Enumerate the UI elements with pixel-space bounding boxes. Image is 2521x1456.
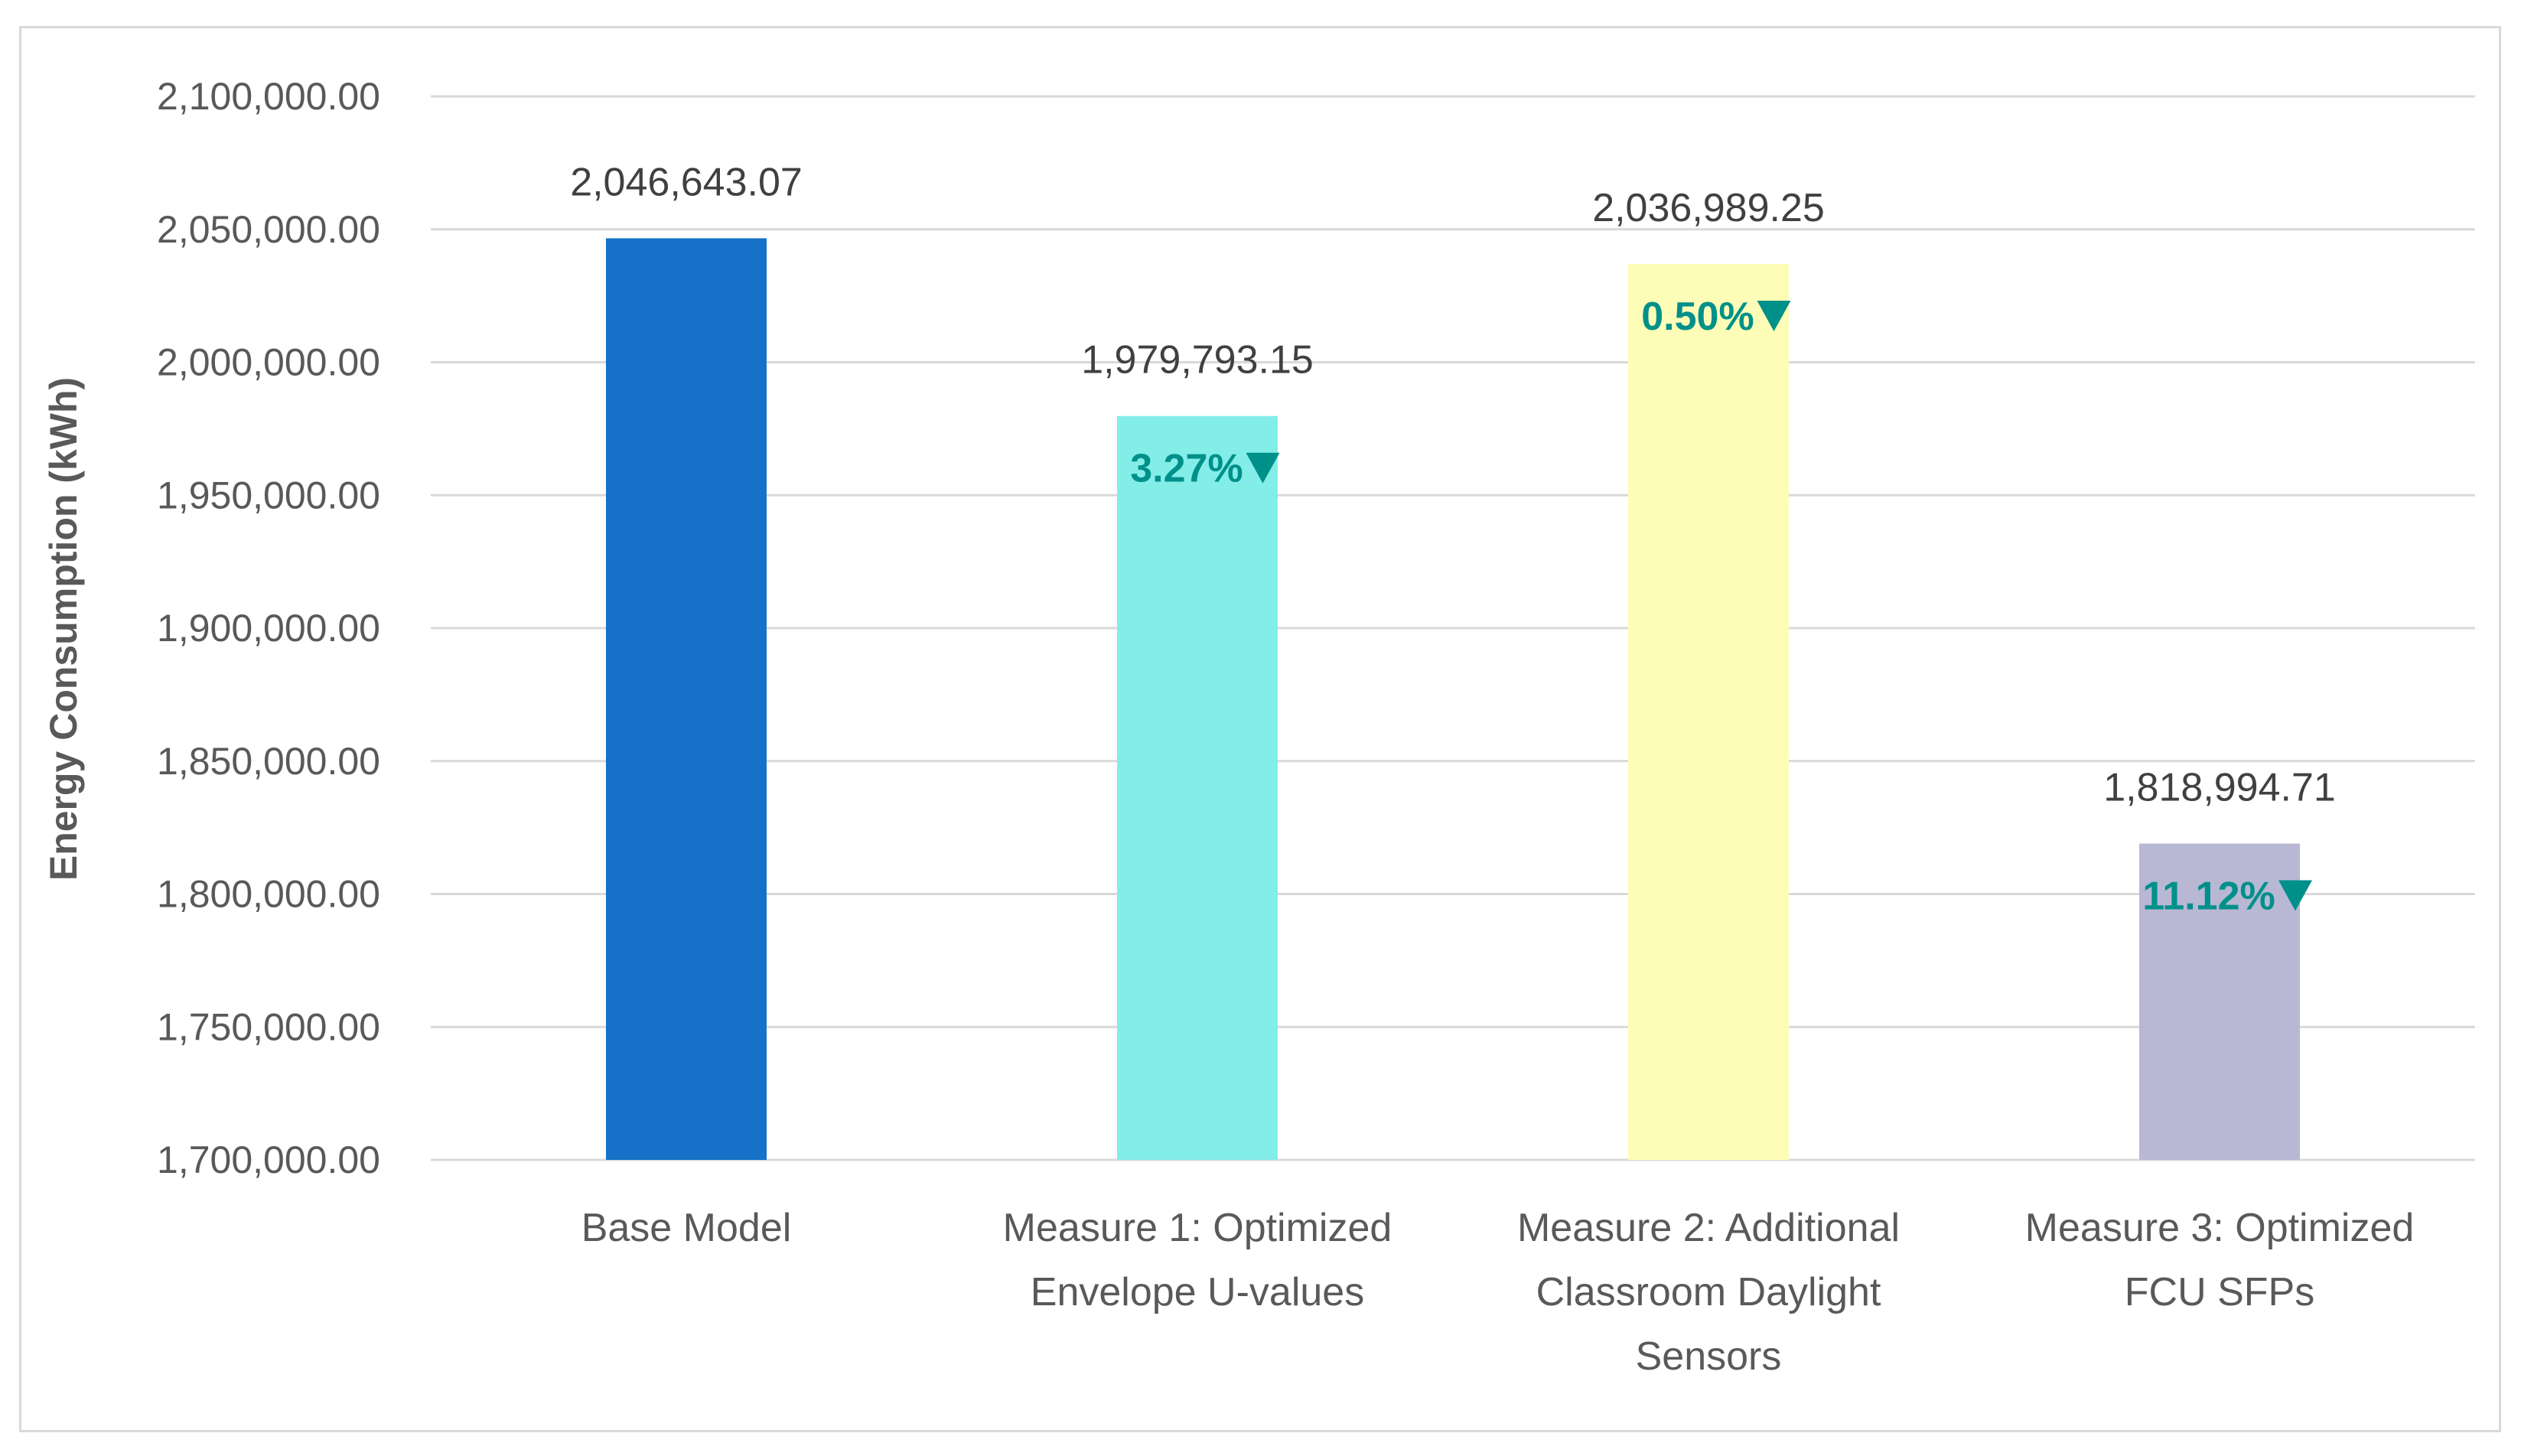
bars — [606, 238, 2300, 1161]
y-tick-label: 1,750,000.00 — [157, 1005, 380, 1048]
category-label: Sensors — [1636, 1334, 1782, 1379]
reduction-label: 11.12% — [2142, 874, 2275, 918]
down-triangle-icon — [1757, 300, 1791, 331]
category-label: Base Model — [581, 1206, 792, 1250]
bar — [1628, 263, 1789, 1160]
gridlines — [431, 95, 2475, 1161]
reduction-label: 0.50% — [1641, 295, 1754, 339]
y-tick-label: 1,700,000.00 — [157, 1138, 380, 1181]
down-triangle-icon — [1246, 452, 1280, 484]
y-axis-ticks: 1,700,000.00 1,750,000.00 1,800,000.00 1,85… — [157, 75, 380, 1181]
y-axis-title: Energy Consumption (kWh) — [42, 377, 85, 881]
down-triangle-icon — [2278, 880, 2312, 911]
value-label: 2,036,989.25 — [1592, 186, 1825, 230]
y-tick-label: 2,050,000.00 — [157, 208, 380, 251]
y-tick-label: 1,850,000.00 — [157, 740, 380, 783]
value-label: 1,979,793.15 — [1081, 338, 1314, 383]
reduction-label: 3.27% — [1130, 447, 1243, 491]
y-tick-label: 1,950,000.00 — [157, 474, 380, 516]
x-axis-categories: Base Model Measure 1: Optimized Envelope U… — [581, 1206, 2415, 1379]
category-label: Classroom Daylight — [1536, 1270, 1881, 1314]
category-label: Envelope U-values — [1031, 1270, 1364, 1314]
value-label: 1,818,994.71 — [2103, 765, 2336, 809]
category-label: Measure 3: Optimized — [2025, 1206, 2415, 1250]
data-labels: 2,046,643.07 1,979,793.15 3.27% 2,036,989.2… — [570, 160, 2336, 918]
y-tick-label: 1,900,000.00 — [157, 607, 380, 650]
y-tick-label: 2,100,000.00 — [157, 75, 380, 118]
category-label: Measure 1: Optimized — [1003, 1206, 1392, 1250]
category-label: FCU SFPs — [2125, 1270, 2314, 1314]
value-label: 2,046,643.07 — [570, 160, 803, 204]
bar — [2139, 843, 2300, 1160]
y-tick-label: 1,800,000.00 — [157, 873, 380, 916]
y-tick-label: 2,000,000.00 — [157, 341, 380, 384]
category-label: Measure 2: Additional — [1517, 1206, 1900, 1250]
bar — [1117, 415, 1278, 1160]
bar — [606, 238, 767, 1161]
